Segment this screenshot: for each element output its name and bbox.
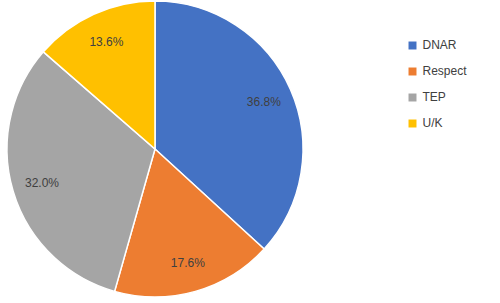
svg-text:DNAR: DNAR	[423, 38, 457, 52]
svg-text:13.6%: 13.6%	[89, 35, 123, 49]
svg-text:36.8%: 36.8%	[247, 95, 281, 109]
svg-text:TEP: TEP	[423, 90, 446, 104]
svg-text:32.0%: 32.0%	[25, 176, 59, 190]
svg-text:U/K: U/K	[423, 116, 443, 130]
svg-text:Respect: Respect	[423, 64, 468, 78]
svg-text:17.6%: 17.6%	[171, 256, 205, 270]
